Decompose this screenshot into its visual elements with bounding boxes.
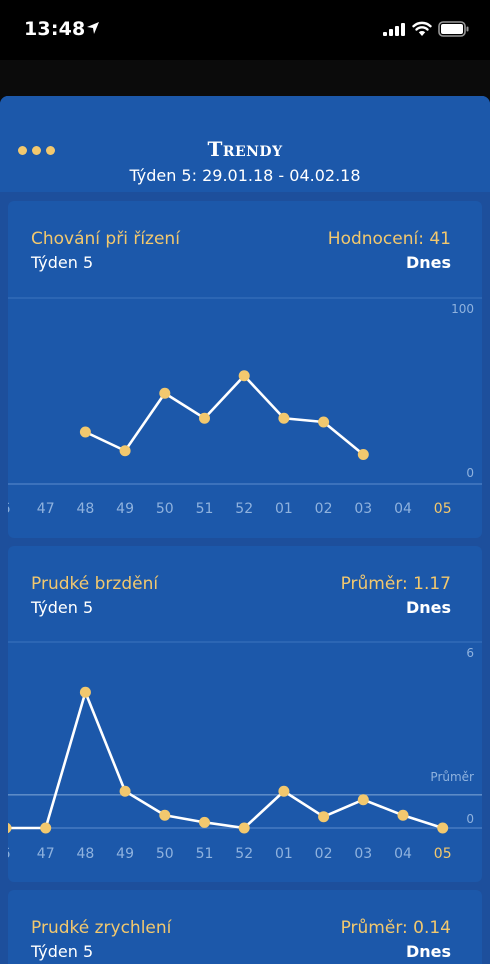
data-point	[318, 416, 330, 428]
header: Trendy Týden 5: 29.01.18 - 04.02.18	[0, 96, 490, 192]
x-tick-label: 02	[315, 846, 333, 862]
data-point	[238, 370, 250, 382]
data-point	[397, 809, 409, 821]
data-point	[278, 412, 290, 424]
series-line-segment	[361, 798, 405, 817]
card-score: Hodnocení: 41	[327, 229, 451, 249]
card-week: Týden 5	[31, 253, 94, 272]
series-line-segment	[84, 690, 127, 793]
series-line-segment	[322, 798, 365, 818]
y-tick-label: 0	[466, 466, 474, 480]
data-point	[8, 822, 12, 834]
card-title: Prudké brzdění	[31, 574, 159, 594]
card-title: Prudké zrychlení	[31, 918, 172, 938]
data-point	[238, 822, 250, 834]
x-tick-label: 50	[156, 846, 174, 862]
y-tick-label: 0	[466, 812, 474, 826]
data-point	[278, 785, 290, 797]
x-tick-label: 05	[434, 846, 452, 862]
series-line-segment	[242, 789, 286, 830]
x-tick-label: 01	[275, 501, 293, 517]
harsh-braking-chart: 6 0 Průměr 6 47 48 49 50 51 52 01 02 03 04 05	[8, 641, 482, 862]
today-button[interactable]: Dnes	[405, 598, 451, 617]
status-bar: 13:48	[0, 0, 490, 60]
series-line-segment	[203, 821, 246, 830]
data-point	[79, 686, 91, 698]
trends-screen: Trendy Týden 5: 29.01.18 - 04.02.18 Chov…	[0, 96, 490, 964]
page-subtitle: Týden 5: 29.01.18 - 04.02.18	[129, 166, 361, 185]
card-average: Průměr: 1.17	[340, 574, 451, 594]
series-line-segment	[163, 391, 206, 420]
today-button[interactable]: Dnes	[405, 253, 451, 272]
data-point	[318, 811, 330, 823]
data-point	[159, 387, 171, 399]
data-point	[199, 412, 210, 424]
data-point	[357, 794, 369, 806]
data-point	[437, 822, 449, 834]
x-tick-label: 51	[196, 501, 214, 517]
x-tick-label: 49	[116, 501, 134, 517]
x-tick-label: 47	[37, 501, 55, 517]
data-point	[159, 809, 171, 821]
x-tick-label: 04	[394, 501, 412, 517]
location-arrow-icon	[87, 22, 99, 34]
x-tick-label: 01	[275, 846, 293, 862]
harsh-braking-card[interactable]: Prudké brzdění Průměr: 1.17 Týden 5 Dnes…	[8, 546, 482, 882]
x-tick-label: 51	[196, 846, 214, 862]
driving-score-chart: 100 0 6 47 48 49 50 51 52 01 02 03 04 05	[8, 297, 482, 517]
driving-behaviour-card[interactable]: Chování při řízení Hodnocení: 41 Týden 5…	[8, 201, 482, 538]
series-line-segment	[44, 690, 87, 830]
series-line-segment	[163, 813, 206, 824]
series-line-segment	[84, 430, 127, 453]
x-tick-label: 48	[76, 501, 94, 517]
data-point	[199, 816, 210, 828]
x-tick-label: 50	[156, 501, 174, 517]
page-title: Trendy	[207, 137, 283, 161]
battery-icon	[438, 21, 469, 37]
x-tick-label: 52	[235, 501, 253, 517]
x-tick-label: 6	[8, 846, 11, 862]
series-line-segment	[282, 416, 325, 424]
card-average: Průměr: 0.14	[340, 918, 451, 938]
wifi-icon	[412, 21, 432, 36]
x-tick-label: 05	[434, 501, 452, 517]
data-point	[119, 445, 131, 457]
more-dots-icon[interactable]	[18, 146, 55, 155]
series-line-segment	[203, 374, 246, 420]
x-tick-label: 03	[354, 846, 372, 862]
x-tick-label: 52	[235, 846, 253, 862]
series-line-segment	[123, 391, 167, 453]
series-line-segment	[242, 374, 286, 420]
series-line-segment	[322, 420, 365, 456]
series-line-segment	[282, 789, 325, 818]
card-title: Chování při řízení	[31, 229, 180, 249]
data-point	[79, 426, 91, 438]
data-point	[357, 449, 369, 460]
average-label: Průměr	[430, 770, 474, 784]
status-time: 13:48	[24, 18, 86, 40]
harsh-acceleration-card[interactable]: Prudké zrychlení Průměr: 0.14 Týden 5 Dn…	[8, 890, 482, 964]
series-line-segment	[401, 813, 445, 830]
x-tick-label: 03	[354, 501, 372, 517]
x-tick-label: 49	[116, 846, 134, 862]
x-tick-label: 47	[37, 846, 55, 862]
today-button[interactable]: Dnes	[405, 942, 451, 961]
y-tick-label: 100	[451, 302, 474, 316]
data-point	[119, 785, 131, 797]
card-week: Týden 5	[31, 598, 94, 617]
y-tick-label: 6	[466, 646, 474, 660]
x-tick-label: 6	[8, 501, 11, 517]
card-week: Týden 5	[31, 942, 94, 961]
x-tick-label: 48	[76, 846, 94, 862]
data-point	[40, 822, 52, 834]
x-tick-label: 04	[394, 846, 412, 862]
signal-icon	[383, 23, 405, 36]
series-line-segment	[123, 789, 167, 817]
x-tick-label: 02	[315, 501, 333, 517]
